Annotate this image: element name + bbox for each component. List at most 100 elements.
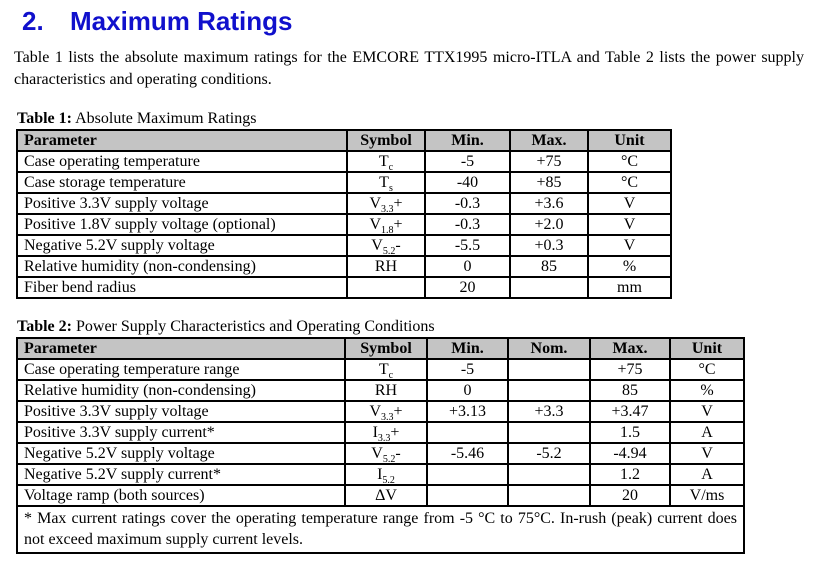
table2-caption-text: Power Supply Characteristics and Operati… (71, 318, 435, 335)
value-cell: 20 (424, 276, 511, 299)
symbol-cell: Tc (344, 358, 428, 381)
table2-body: Case operating temperature range Tc -5 +75 °… (16, 358, 745, 554)
table1-caption-text: Absolute Maximum Ratings (71, 110, 257, 127)
footnote-row: * Max current ratings cover the operatin… (16, 505, 745, 554)
table-row: Fiber bend radius 20 mm (16, 276, 672, 299)
value-cell: +85 (509, 171, 589, 194)
symbol-subscript: c (388, 162, 394, 172)
param-cell: Case storage temperature (16, 171, 348, 194)
table-row: Case operating temperature Tc -5 +75 °C (16, 150, 672, 173)
param-cell: Negative 5.2V supply voltage (16, 442, 346, 465)
value-cell: +75 (509, 150, 589, 173)
symbol-subscript: 3.3 (377, 433, 391, 443)
column-header: Parameter (16, 337, 346, 360)
value-cell: V (669, 442, 745, 465)
value-cell: 85 (589, 379, 671, 402)
symbol-cell: Ts (346, 171, 426, 194)
value-cell: 1.2 (589, 463, 671, 486)
value-cell (426, 463, 509, 486)
footnote-text: * Max current ratings cover the operatin… (16, 505, 745, 554)
value-cell: -0.3 (424, 213, 511, 236)
param-cell: Positive 3.3V supply current* (16, 421, 346, 444)
param-cell: Positive 3.3V supply voltage (16, 400, 346, 423)
param-cell: Relative humidity (non-condensing) (16, 379, 346, 402)
symbol-cell: V1.8+ (346, 213, 426, 236)
symbol-subscript: 5.2 (382, 475, 395, 485)
symbol-subscript: 1.8 (381, 225, 394, 235)
symbol-subscript: c (388, 370, 394, 380)
value-cell: -5.46 (426, 442, 509, 465)
column-header: Min. (424, 129, 511, 152)
value-cell: °C (669, 358, 745, 381)
value-cell: V (587, 192, 672, 215)
param-cell: Negative 5.2V supply voltage (16, 234, 348, 257)
value-cell: °C (587, 171, 672, 194)
column-header: Min. (426, 337, 509, 360)
value-cell (426, 421, 509, 444)
table1-body: Case operating temperature Tc -5 +75 °C Case … (16, 150, 672, 299)
intro-paragraph: Table 1 lists the absolute maximum ratin… (14, 49, 804, 88)
column-header: Max. (589, 337, 671, 360)
table1-caption: Table 1: Absolute Maximum Ratings (17, 109, 819, 129)
document-page: 2. Maximum Ratings Table 1 lists the abso… (0, 6, 819, 568)
value-cell: °C (587, 150, 672, 173)
column-header: Unit (669, 337, 745, 360)
absolute-maximum-ratings-table: Parameter Symbol Min. Max. Unit Case operati… (16, 129, 672, 299)
value-cell: +3.6 (509, 192, 589, 215)
value-cell: 0 (424, 255, 511, 278)
table1-header: Parameter Symbol Min. Max. Unit (16, 129, 672, 152)
column-header: Symbol (346, 129, 426, 152)
param-cell: Case operating temperature range (16, 358, 346, 381)
value-cell: -40 (424, 171, 511, 194)
symbol-subscript: s (388, 183, 393, 193)
value-cell: A (669, 463, 745, 486)
value-cell: 1.5 (589, 421, 671, 444)
section-number: 2. (22, 6, 44, 36)
column-header: Parameter (16, 129, 348, 152)
symbol-cell: V5.2- (346, 234, 426, 257)
param-cell: Fiber bend radius (16, 276, 348, 299)
table-row: Positive 1.8V supply voltage (optional) V… (16, 213, 672, 236)
symbol-subscript: 5.2 (382, 246, 396, 256)
symbol-subscript: 5.2 (382, 454, 396, 464)
symbol-cell: RH (346, 255, 426, 278)
symbol-cell: RH (344, 379, 428, 402)
value-cell: +75 (589, 358, 671, 381)
header-row: Parameter Symbol Min. Nom. Max. Unit (16, 337, 745, 360)
table-row: Voltage ramp (both sources) ΔV 20 V/ms (16, 484, 745, 507)
table2-caption-label: Table 2: (17, 318, 72, 335)
value-cell: -4.94 (589, 442, 671, 465)
value-cell (507, 484, 591, 507)
value-cell: -5 (426, 358, 509, 381)
header-row: Parameter Symbol Min. Max. Unit (16, 129, 672, 152)
column-header: Symbol (344, 337, 428, 360)
value-cell: +0.3 (509, 234, 589, 257)
table-row: Case operating temperature range Tc -5 +75 °… (16, 358, 745, 381)
value-cell: -5.5 (424, 234, 511, 257)
symbol-cell: I3.3+ (344, 421, 428, 444)
param-cell: Positive 1.8V supply voltage (optional) (16, 213, 348, 236)
value-cell: +3.13 (426, 400, 509, 423)
table-row: Positive 3.3V supply voltage V3.3+ +3.13 +3… (16, 400, 745, 423)
value-cell (509, 276, 589, 299)
value-cell: 0 (426, 379, 509, 402)
value-cell: 20 (589, 484, 671, 507)
param-cell: Positive 3.3V supply voltage (16, 192, 348, 215)
value-cell: A (669, 421, 745, 444)
value-cell: 85 (509, 255, 589, 278)
value-cell (426, 484, 509, 507)
symbol-subscript: 3.3 (381, 204, 394, 214)
symbol-cell (346, 276, 426, 299)
value-cell: -5 (424, 150, 511, 173)
symbol-cell: V3.3+ (344, 400, 428, 423)
value-cell: % (587, 255, 672, 278)
table-row: Case storage temperature Ts -40 +85 °C (16, 171, 672, 194)
symbol-cell: V5.2- (344, 442, 428, 465)
table1-caption-label: Table 1: (17, 110, 72, 127)
param-cell: Voltage ramp (both sources) (16, 484, 346, 507)
table-row: Negative 5.2V supply voltage V5.2- -5.5 +0.… (16, 234, 672, 257)
param-cell: Relative humidity (non-condensing) (16, 255, 348, 278)
value-cell (507, 421, 591, 444)
value-cell: +2.0 (509, 213, 589, 236)
table2-caption: Table 2: Power Supply Characteristics an… (17, 317, 819, 337)
